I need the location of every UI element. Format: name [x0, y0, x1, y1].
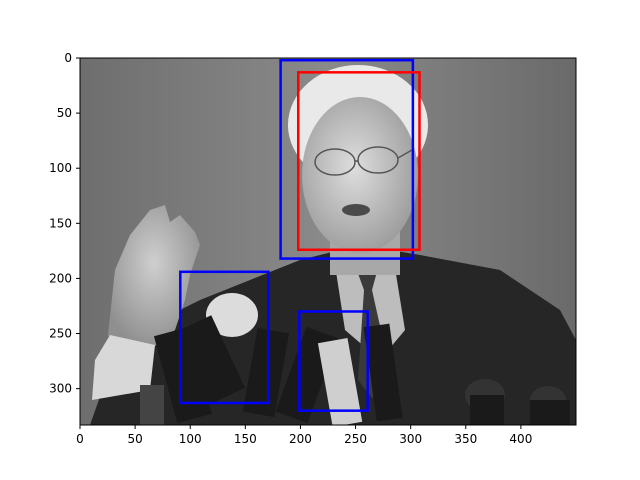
x-tick-label: 250 [344, 432, 367, 446]
y-tick-label: 0 [64, 51, 72, 65]
axes-frame [79, 57, 577, 426]
y-tick-label: 250 [49, 327, 72, 341]
y-tick-label: 300 [49, 382, 72, 396]
face-shape [302, 97, 418, 253]
bounding-box-2 [296, 71, 421, 252]
y-tick-label: 50 [57, 106, 72, 120]
sleeve-shape [92, 335, 155, 400]
x-tick-label: 150 [234, 432, 257, 446]
photo-image [80, 58, 576, 425]
glasses-left [314, 148, 356, 176]
x-tick-label: 300 [399, 432, 422, 446]
glasses-right [357, 146, 399, 174]
y-tick-label: 150 [49, 216, 72, 230]
bounding-box-1 [279, 58, 415, 260]
bounding-box-4 [298, 310, 369, 412]
bounding-box-3 [179, 270, 270, 405]
mouth-shape [342, 204, 370, 216]
x-tick-label: 50 [127, 432, 142, 446]
x-tick-label: 100 [179, 432, 202, 446]
microphones [140, 293, 570, 425]
x-tick-label: 200 [289, 432, 312, 446]
hand-shape [108, 205, 200, 350]
x-tick-label: 400 [509, 432, 532, 446]
y-tick-label: 200 [49, 271, 72, 285]
x-tick-label: 350 [454, 432, 477, 446]
y-axis: 0 50 100 150 200 250 300 [49, 51, 80, 396]
bounding-boxes [179, 58, 421, 412]
x-tick-label: 0 [76, 432, 84, 446]
x-axis: 0 50 100 150 200 250 300 350 400 [76, 425, 532, 446]
y-tick-label: 100 [49, 161, 72, 175]
